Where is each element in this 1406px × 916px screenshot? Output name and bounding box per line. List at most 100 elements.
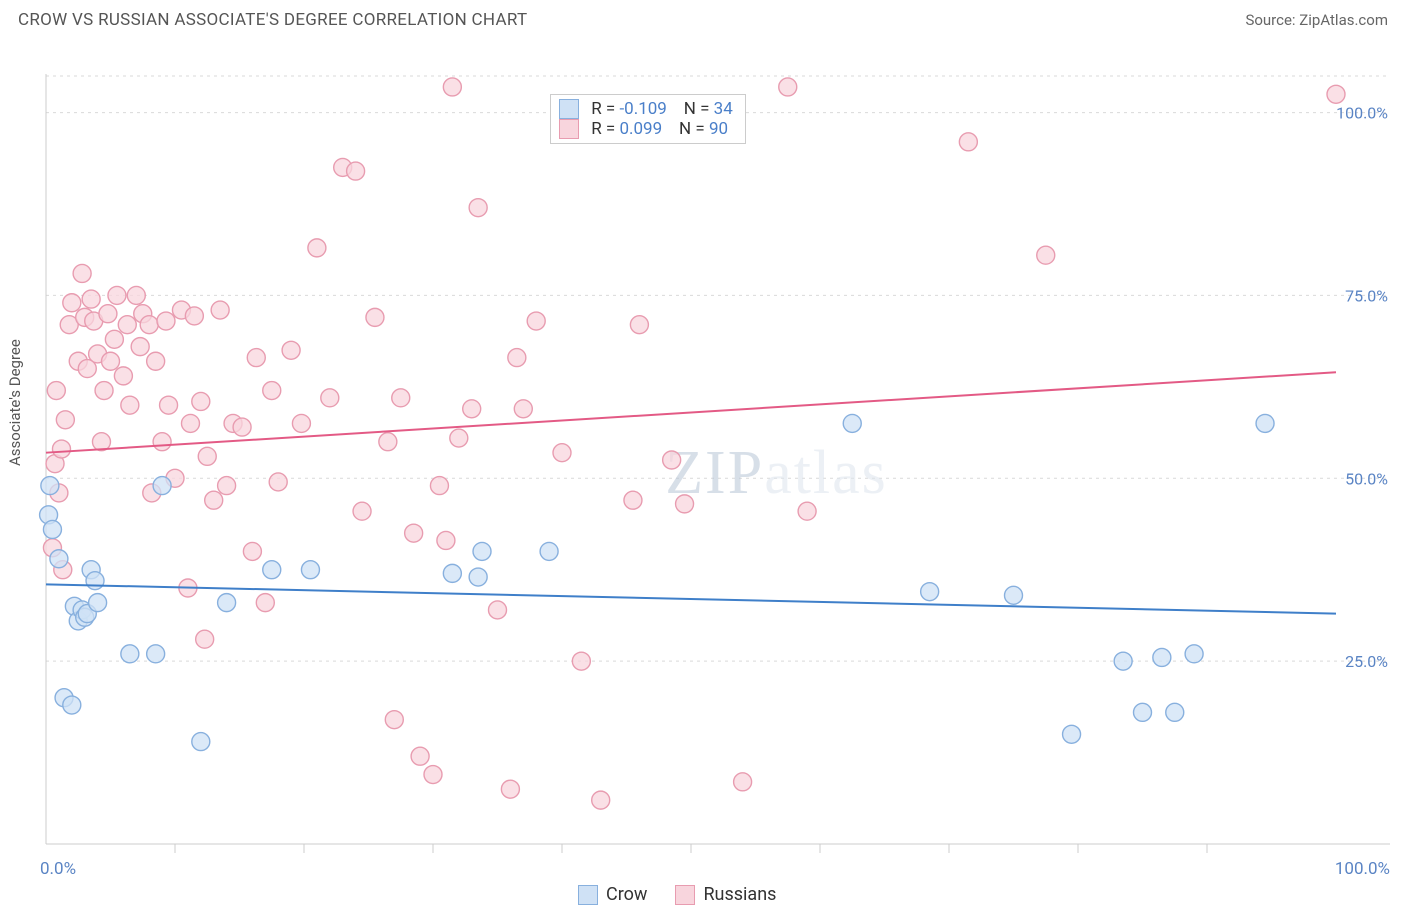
data-point-crow (89, 594, 107, 612)
series-swatch (675, 885, 695, 905)
data-point-russians (676, 495, 694, 513)
data-point-crow (50, 550, 68, 568)
data-point-russians (211, 301, 229, 319)
legend-stats-text: R = 0.099 N = 90 (587, 119, 728, 139)
data-point-russians (385, 711, 403, 729)
data-point-crow (63, 696, 81, 714)
series-label: Crow (606, 884, 647, 905)
legend-stats-text: R = -0.109 N = 34 (587, 99, 733, 119)
source-link[interactable]: ZipAtlas.com (1299, 11, 1388, 29)
series-legend-item: Russians (675, 884, 776, 905)
data-point-russians (798, 502, 816, 520)
data-point-crow (1166, 703, 1184, 721)
data-point-russians (263, 382, 281, 400)
data-point-crow (843, 414, 861, 432)
data-point-russians (192, 392, 210, 410)
data-point-russians (185, 307, 203, 325)
data-point-russians (411, 747, 429, 765)
data-point-russians (663, 451, 681, 469)
data-point-russians (105, 330, 123, 348)
legend-swatch (559, 99, 579, 119)
data-point-crow (153, 477, 171, 495)
data-point-russians (157, 312, 175, 330)
data-point-russians (624, 491, 642, 509)
data-point-russians (366, 308, 384, 326)
data-point-russians (1327, 85, 1345, 103)
data-point-crow (921, 583, 939, 601)
data-point-russians (437, 531, 455, 549)
y-tick-label: 100.0% (1336, 104, 1388, 123)
data-point-crow (41, 477, 59, 495)
series-legend-item: Crow (578, 884, 647, 905)
data-point-crow (540, 542, 558, 560)
data-point-russians (592, 791, 610, 809)
data-point-crow (443, 564, 461, 582)
data-point-crow (43, 520, 61, 538)
data-point-russians (56, 411, 74, 429)
data-point-russians (282, 341, 300, 359)
trend-line-crow (46, 584, 1336, 613)
data-point-crow (147, 645, 165, 663)
data-point-russians (243, 542, 261, 560)
x-max-label: 100.0% (1335, 859, 1390, 879)
y-tick-label: 25.0% (1345, 652, 1388, 671)
data-point-russians (47, 382, 65, 400)
data-point-russians (140, 316, 158, 334)
data-point-russians (82, 290, 100, 308)
legend-row: R = -0.109 N = 34 (559, 99, 733, 119)
data-point-russians (218, 477, 236, 495)
data-point-russians (405, 524, 423, 542)
scatter-plot-svg: 25.0%50.0%75.0%100.0%0.0%100.0%ZIPatlas (0, 36, 1406, 916)
data-point-russians (153, 433, 171, 451)
data-point-crow (1114, 652, 1132, 670)
data-point-russians (247, 349, 265, 367)
data-point-russians (181, 414, 199, 432)
correlation-legend: R = -0.109 N = 34 R = 0.099 N = 90 (550, 94, 746, 144)
data-point-russians (131, 338, 149, 356)
data-point-russians (443, 78, 461, 96)
data-point-russians (63, 294, 81, 312)
data-point-russians (424, 766, 442, 784)
data-point-russians (630, 316, 648, 334)
data-point-crow (1005, 586, 1023, 604)
data-point-russians (73, 264, 91, 282)
legend-swatch (559, 119, 579, 139)
data-point-russians (463, 400, 481, 418)
watermark: ZIPatlas (665, 439, 888, 507)
data-point-russians (572, 652, 590, 670)
data-point-russians (379, 433, 397, 451)
data-point-russians (121, 396, 139, 414)
series-label: Russians (703, 884, 776, 905)
data-point-russians (147, 352, 165, 370)
data-point-crow (1153, 648, 1171, 666)
data-point-crow (121, 645, 139, 663)
data-point-crow (263, 561, 281, 579)
data-point-crow (1134, 703, 1152, 721)
data-point-russians (205, 491, 223, 509)
chart-title: CROW VS RUSSIAN ASSOCIATE'S DEGREE CORRE… (18, 10, 527, 30)
data-point-russians (198, 447, 216, 465)
data-point-crow (218, 594, 236, 612)
data-point-russians (392, 389, 410, 407)
data-point-russians (553, 444, 571, 462)
data-point-russians (347, 162, 365, 180)
data-point-russians (114, 367, 132, 385)
data-point-russians (308, 239, 326, 257)
series-legend: Crow Russians (578, 884, 776, 905)
data-point-crow (1185, 645, 1203, 663)
data-point-crow (301, 561, 319, 579)
data-point-russians (501, 780, 519, 798)
data-point-russians (256, 594, 274, 612)
data-point-russians (353, 502, 371, 520)
data-point-russians (734, 773, 752, 791)
data-point-russians (52, 440, 70, 458)
data-point-russians (514, 400, 532, 418)
data-point-russians (292, 414, 310, 432)
data-point-russians (1037, 246, 1055, 264)
source-prefix: Source: (1245, 11, 1299, 29)
series-swatch (578, 885, 598, 905)
data-point-crow (473, 542, 491, 560)
data-point-russians (118, 316, 136, 334)
data-point-crow (86, 572, 104, 590)
data-point-russians (469, 199, 487, 217)
